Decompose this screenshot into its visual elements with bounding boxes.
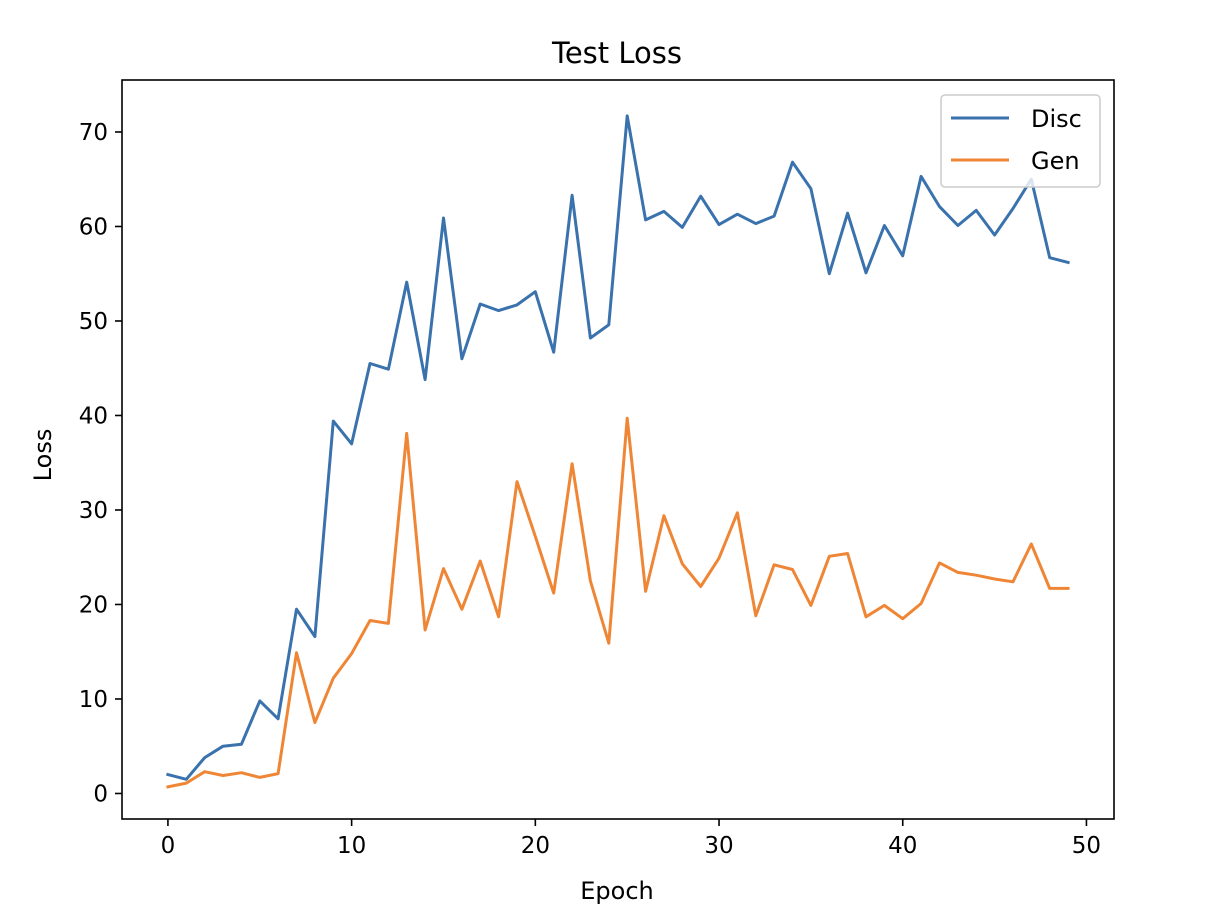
y-tick-label: 30 xyxy=(79,498,108,524)
x-tick-label: 30 xyxy=(704,833,733,859)
chart-title: Test Loss xyxy=(551,36,682,70)
x-tick-label: 20 xyxy=(521,833,550,859)
legend-label-gen: Gen xyxy=(1031,147,1080,175)
y-tick-label: 50 xyxy=(79,309,108,335)
axes-frame xyxy=(121,79,1115,820)
series-line-gen xyxy=(166,416,1070,789)
y-tick-label: 0 xyxy=(93,781,108,807)
legend: Disc Gen xyxy=(940,94,1101,188)
plot-area xyxy=(166,114,1070,789)
x-axis-title: Epoch xyxy=(580,877,654,905)
y-tick-label: 20 xyxy=(79,592,108,618)
axes: 0 10 20 30 40 50 0 10 20 30 40 50 60 70 xyxy=(79,79,1115,859)
y-axis-title: Loss xyxy=(29,429,57,482)
y-tick-label: 40 xyxy=(79,403,108,429)
legend-label-disc: Disc xyxy=(1031,105,1082,133)
y-tick-label: 70 xyxy=(79,120,108,146)
y-tick-label: 60 xyxy=(79,214,108,240)
x-tick-label: 50 xyxy=(1072,833,1101,859)
y-tick-label: 10 xyxy=(79,687,108,713)
series-line-disc xyxy=(166,114,1070,781)
x-tick-label: 10 xyxy=(337,833,366,859)
x-tick-label: 40 xyxy=(888,833,917,859)
x-tick-label: 0 xyxy=(161,833,176,859)
